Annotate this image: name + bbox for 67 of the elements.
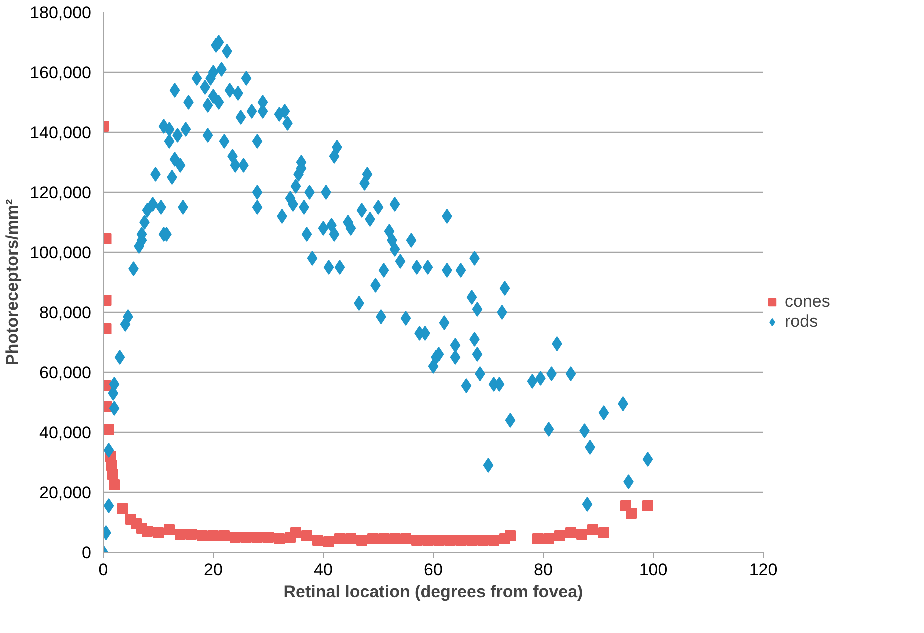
x-tick-label: 20 bbox=[204, 560, 223, 580]
point bbox=[544, 534, 554, 544]
y-tick-label: 120,000 bbox=[30, 184, 92, 202]
point bbox=[252, 532, 263, 543]
point bbox=[324, 536, 334, 548]
point bbox=[263, 532, 274, 543]
point bbox=[642, 500, 654, 512]
x-tick-label: 100 bbox=[639, 560, 668, 580]
point bbox=[334, 534, 346, 544]
point bbox=[109, 480, 120, 490]
y-tick-label: 140,000 bbox=[30, 124, 92, 142]
y-axis-title: Photoreceptors/mm² bbox=[3, 199, 22, 366]
point bbox=[164, 524, 175, 536]
point bbox=[346, 534, 356, 544]
point bbox=[456, 535, 466, 546]
y-tick-label: 0 bbox=[82, 544, 92, 562]
point bbox=[107, 469, 118, 480]
y-tick-label: 100,000 bbox=[30, 244, 92, 262]
point bbox=[576, 529, 588, 540]
x-axis-title: Retinal location (degrees from fovea) bbox=[284, 582, 584, 602]
point bbox=[312, 535, 324, 546]
point bbox=[241, 532, 252, 543]
point bbox=[488, 535, 500, 546]
x-tick-label: 120 bbox=[749, 560, 778, 580]
point bbox=[390, 534, 400, 544]
point bbox=[104, 424, 114, 435]
y-tick-label: 180,000 bbox=[30, 4, 92, 22]
point bbox=[153, 528, 164, 538]
point bbox=[422, 535, 434, 546]
point bbox=[505, 530, 516, 542]
y-tick-label: 40,000 bbox=[40, 424, 92, 442]
point bbox=[566, 528, 576, 538]
point bbox=[368, 534, 378, 544]
point bbox=[356, 535, 368, 546]
point bbox=[142, 526, 153, 537]
point bbox=[412, 535, 422, 546]
point bbox=[274, 534, 285, 544]
point bbox=[230, 532, 241, 543]
y-tick-label: 60,000 bbox=[40, 364, 92, 382]
y-tick-label: 80,000 bbox=[40, 304, 92, 322]
point bbox=[186, 529, 197, 540]
point bbox=[532, 534, 544, 544]
point bbox=[302, 530, 312, 542]
y-tick-label: 160,000 bbox=[30, 64, 92, 82]
point bbox=[117, 504, 128, 514]
point bbox=[626, 508, 637, 519]
point bbox=[400, 534, 412, 544]
point bbox=[444, 535, 456, 546]
point bbox=[598, 528, 610, 538]
point bbox=[554, 530, 566, 542]
point bbox=[588, 524, 598, 536]
point bbox=[197, 530, 208, 542]
point bbox=[466, 535, 478, 546]
x-tick-label: 40 bbox=[314, 560, 333, 580]
x-tick-label: 60 bbox=[424, 560, 443, 580]
point bbox=[219, 530, 230, 542]
point bbox=[478, 535, 488, 546]
point bbox=[208, 530, 219, 542]
legend-label: rods bbox=[785, 312, 818, 332]
point bbox=[290, 528, 302, 538]
point bbox=[175, 529, 186, 540]
x-tick-label: 80 bbox=[534, 560, 553, 580]
y-tick-label: 20,000 bbox=[40, 484, 92, 502]
legend-label: cones bbox=[785, 292, 830, 312]
point bbox=[378, 534, 390, 544]
x-tick-label: 0 bbox=[98, 560, 108, 580]
point bbox=[434, 535, 444, 546]
